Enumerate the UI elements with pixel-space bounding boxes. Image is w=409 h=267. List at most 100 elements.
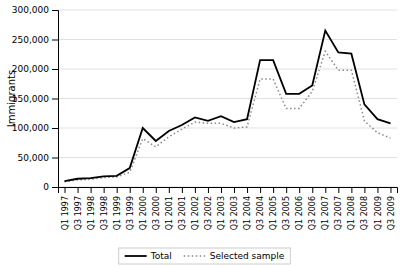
y-tick: 100,000	[12, 123, 58, 133]
x-tick-label: Q1 2005	[269, 196, 278, 230]
x-tick-label: Q1 2003	[217, 196, 226, 230]
y-tick: 150,000	[12, 94, 58, 104]
y-tick-label: 200,000	[12, 64, 49, 74]
legend-swatch	[125, 255, 147, 257]
x-tick: Q3 2007	[334, 187, 343, 230]
y-tick: 250,000	[12, 35, 58, 45]
x-tick-label: Q3 2005	[282, 196, 291, 230]
x-tick: Q3 2005	[282, 187, 291, 230]
x-tick-mark	[117, 187, 118, 193]
x-tick-mark	[221, 187, 222, 193]
x-tick-mark	[104, 187, 105, 193]
y-tick: 200,000	[12, 64, 58, 74]
grid-line	[58, 69, 397, 70]
grid-line	[58, 39, 397, 40]
y-tick: 50,000	[18, 153, 59, 163]
y-tick-mark	[52, 40, 58, 41]
x-tick-label: Q3 2001	[178, 196, 187, 230]
x-tick-label: Q1 2006	[295, 196, 304, 230]
x-tick: Q1 2003	[217, 187, 226, 230]
x-tick-mark	[364, 187, 365, 193]
x-tick: Q1 2009	[374, 187, 383, 230]
y-tick-mark	[52, 99, 58, 100]
x-tick: Q1 2005	[269, 187, 278, 230]
x-tick-mark	[234, 187, 235, 193]
x-tick-mark	[247, 187, 248, 193]
x-tick: Q3 1999	[126, 187, 135, 230]
x-tick-label: Q3 1999	[126, 196, 135, 230]
x-tick: Q3 2000	[152, 187, 161, 230]
y-tick-mark	[52, 128, 58, 129]
x-tick: Q3 1997	[74, 187, 83, 230]
x-tick-mark	[143, 187, 144, 193]
x-tick-mark	[390, 187, 391, 193]
x-tick-mark	[78, 187, 79, 193]
grid-line	[58, 157, 397, 158]
lines	[65, 31, 391, 182]
x-tick-label: Q1 2009	[374, 196, 383, 230]
x-tick: Q1 2004	[243, 187, 252, 230]
legend-item: Total	[125, 251, 172, 261]
x-tick-label: Q3 2006	[308, 196, 317, 230]
x-tick-label: Q1 1998	[87, 196, 96, 230]
grid-line	[58, 128, 397, 129]
y-axis-title: Immigrants	[6, 70, 17, 127]
y-tick-label: 150,000	[12, 94, 49, 104]
legend-frame	[119, 248, 291, 264]
grid-line	[58, 10, 397, 11]
x-tick-label: Q1 1999	[113, 196, 122, 230]
x-tick: Q1 2000	[139, 187, 148, 230]
x-tick-mark	[312, 187, 313, 193]
x-tick-mark	[273, 187, 274, 193]
x-tick-label: Q1 2001	[165, 196, 174, 230]
y-axis-line	[52, 11, 59, 188]
x-axis-line	[59, 188, 398, 194]
legend-item: Selected sample	[184, 251, 285, 261]
x-tick-mark	[195, 187, 196, 193]
y-tick-label: 100,000	[12, 123, 49, 133]
x-tick: Q1 2001	[165, 187, 174, 230]
x-tick-mark	[156, 187, 157, 193]
x-tick-mark	[130, 187, 131, 193]
x-tick-label: Q3 2003	[230, 196, 239, 230]
x-tick-label: Q3 2000	[152, 196, 161, 230]
x-tick: Q1 1999	[113, 187, 122, 230]
x-tick-mark	[169, 187, 170, 193]
grid-line	[58, 98, 397, 99]
y-tick-label: 0	[43, 182, 49, 192]
x-tick: Q3 2009	[387, 187, 396, 230]
y-tick-label: 50,000	[18, 153, 50, 163]
x-tick: Q3 2006	[308, 187, 317, 230]
x-tick: Q1 2007	[321, 187, 330, 230]
x-tick: Q3 2002	[204, 187, 213, 230]
x-tick-label: Q3 2008	[360, 196, 369, 230]
x-axis: Q1 1997Q3 1997Q1 1998Q3 1998Q1 1999Q3 19…	[59, 187, 398, 230]
x-tick-label: Q3 2002	[204, 196, 213, 230]
legend-swatch	[184, 255, 206, 257]
chart: 050,000100,000150,000200,000250,000300,0…	[0, 0, 409, 267]
x-tick-label: Q1 2004	[243, 196, 252, 230]
plot: 050,000100,000150,000200,000250,000300,0…	[12, 5, 398, 230]
x-tick-mark	[260, 187, 261, 193]
grid	[58, 10, 397, 187]
x-tick: Q1 2006	[295, 187, 304, 230]
x-tick-mark	[377, 187, 378, 193]
y-tick: 0	[43, 182, 58, 192]
x-tick-mark	[299, 187, 300, 193]
legend: Total Selected sample	[119, 248, 291, 264]
legend-label: Total	[150, 251, 172, 261]
x-tick: Q1 1998	[87, 187, 96, 230]
x-tick: Q1 1997	[61, 187, 70, 230]
x-tick-mark	[65, 187, 66, 193]
series-line	[65, 31, 391, 181]
x-tick-mark	[91, 187, 92, 193]
y-tick-mark	[52, 187, 58, 188]
x-tick: Q3 2001	[178, 187, 187, 230]
x-tick-label: Q3 2004	[256, 196, 265, 230]
x-tick-label: Q1 1997	[61, 196, 70, 230]
x-tick-mark	[338, 187, 339, 193]
x-tick-mark	[182, 187, 183, 193]
x-tick: Q3 2004	[256, 187, 265, 230]
y-tick-mark	[52, 10, 58, 11]
legend-label: Selected sample	[210, 251, 285, 261]
